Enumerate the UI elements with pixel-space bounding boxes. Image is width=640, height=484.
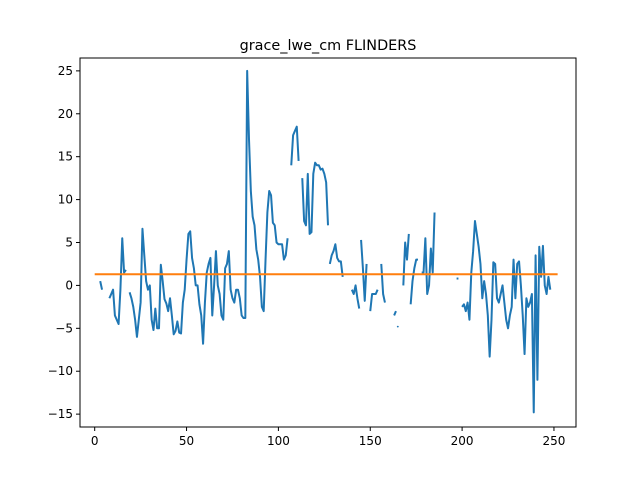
series-0-line-8 <box>369 289 379 312</box>
x-tick-label: 250 <box>543 434 566 448</box>
y-tick-label: 15 <box>58 150 73 164</box>
series-0-line-6 <box>350 284 361 309</box>
y-axis: −15 −10 −5 0 5 10 15 20 25 <box>48 64 80 421</box>
y-tick-label: 25 <box>58 64 73 78</box>
series-0-line-1 <box>108 237 127 326</box>
y-tick-label: −15 <box>48 407 73 421</box>
series-0-line-13 <box>409 258 419 305</box>
series-0-line-0 <box>99 280 104 290</box>
x-tick-label: 100 <box>267 434 290 448</box>
chart-title: grace_lwe_cm FLINDERS <box>240 38 417 54</box>
series-0-line-16 <box>461 220 552 414</box>
series-0-line-14 <box>421 212 436 295</box>
x-tick-label: 50 <box>179 434 194 448</box>
y-tick-label: 10 <box>58 193 73 207</box>
series-0-line-2 <box>128 69 289 345</box>
series-0-line-4 <box>301 161 329 235</box>
series-0-line-10 <box>393 310 397 316</box>
plot-frame <box>79 57 577 428</box>
x-tick-label: 0 <box>91 434 99 448</box>
y-tick-label: −5 <box>55 321 73 335</box>
series-0-line-5 <box>328 243 344 277</box>
plot-lines <box>94 69 558 414</box>
series-0-line-3 <box>290 125 300 166</box>
x-tick-label: 200 <box>451 434 474 448</box>
x-tick-label: 150 <box>359 434 382 448</box>
y-tick-label: 5 <box>65 236 73 250</box>
y-tick-label: 0 <box>65 278 73 292</box>
y-tick-label: −10 <box>48 364 73 378</box>
series-0-point-11 <box>396 325 399 328</box>
series-0-line-12 <box>402 233 410 286</box>
x-axis: 0 50 100 150 200 250 <box>91 427 566 448</box>
y-tick-label: 20 <box>58 107 73 121</box>
series-0-line-7 <box>360 239 368 302</box>
